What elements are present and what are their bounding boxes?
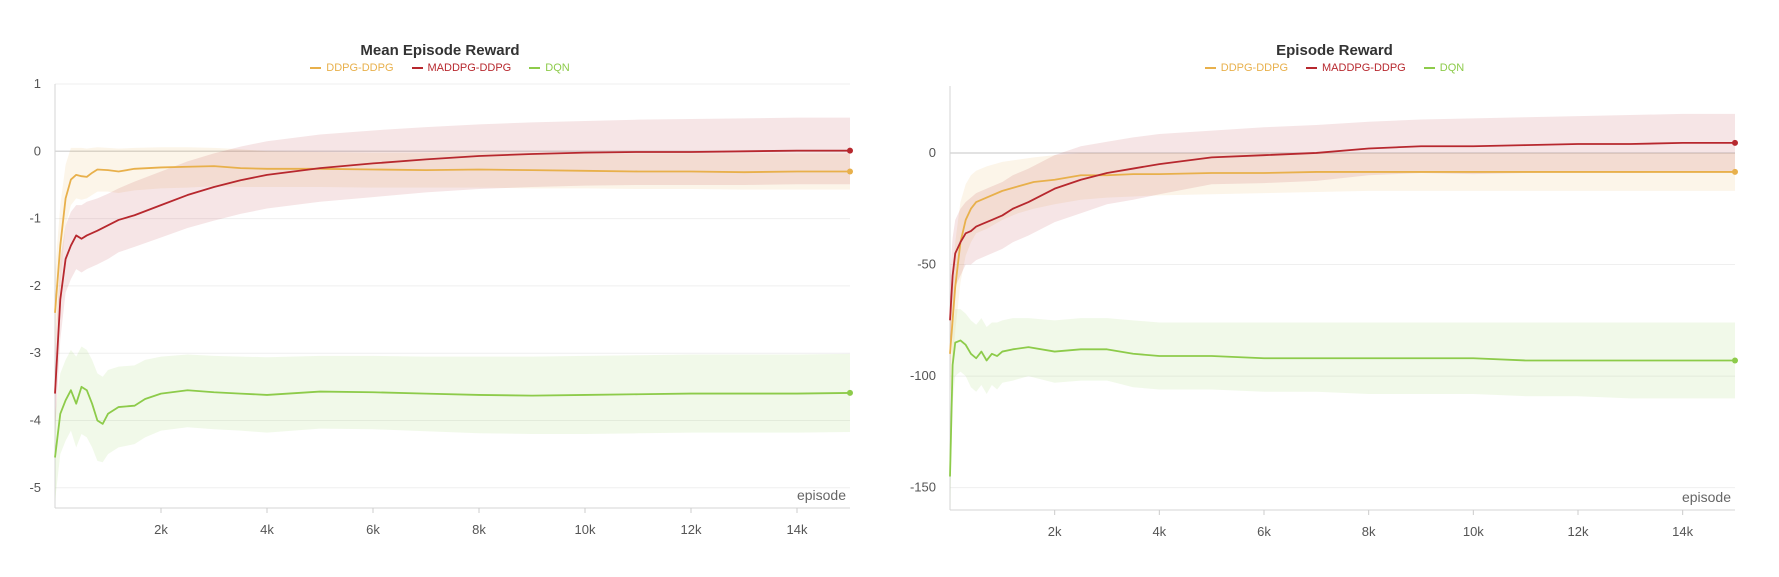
series-end-point-ddpg-ddpg xyxy=(847,168,853,175)
legend-item-dqn[interactable]: DQN xyxy=(529,62,570,74)
y-tick-label: -50 xyxy=(917,257,936,272)
x-tick-label: 4k xyxy=(1152,524,1166,539)
x-tick-label: 8k xyxy=(472,522,486,537)
x-tick-label: 6k xyxy=(1257,524,1271,539)
confidence-band-ddpg-ddpg xyxy=(55,147,850,354)
legend-swatch-dqn xyxy=(1423,67,1435,69)
legend-label-dqn: DQN xyxy=(545,62,570,74)
x-tick-label: 12k xyxy=(1568,524,1589,539)
confidence-band-maddpg-ddpg xyxy=(55,117,850,434)
x-tick-label: 8k xyxy=(1362,524,1376,539)
legend-item-ddpg-ddpg[interactable]: DDPG-DDPG xyxy=(310,62,394,74)
legend-label-ddpg-ddpg: DDPG-DDPG xyxy=(1220,62,1289,74)
legend-swatch-dqn xyxy=(529,67,541,69)
series-end-point-ddpg-ddpg xyxy=(1732,168,1738,175)
series-line-ddpg-ddpg xyxy=(949,171,1735,354)
chart-title: Episode Reward xyxy=(1276,42,1393,59)
chart-plot-svg: 1 0 -1 -2 -3 -4 -5 2k 4k 6k 8k 10k 12k 14k episode xyxy=(29,76,853,537)
chart-title: Mean Episode Reward xyxy=(360,42,520,59)
legend-label-dqn: DQN xyxy=(1439,62,1465,74)
x-tick-label: 6k xyxy=(366,522,380,537)
legend-item-maddpg-ddpg[interactable]: MADDPG-DDPG xyxy=(411,62,512,74)
confidence-band-ddpg-ddpg xyxy=(950,152,1735,399)
y-tick-label: -150 xyxy=(910,480,936,495)
series-end-point-dqn xyxy=(1732,357,1738,364)
x-tick-label: 2k xyxy=(154,522,168,537)
legend-item-ddpg-ddpg[interactable]: DDPG-DDPG xyxy=(1204,62,1289,74)
legend-item-dqn[interactable]: DQN xyxy=(1423,62,1465,74)
chart-legend: DDPG-DDPG MADDPG-DDPG DQN xyxy=(890,62,1779,74)
legend-label-maddpg-ddpg: MADDPG-DDPG xyxy=(427,62,512,74)
legend-label-maddpg-ddpg: MADDPG-DDPG xyxy=(1322,62,1406,74)
chart-panel-episode-reward: Episode Reward DDPG-DDPG MADDPG-DDPG DQN… xyxy=(890,0,1779,577)
x-tick-label: 4k xyxy=(260,522,274,537)
chart-legend: DDPG-DDPG MADDPG-DDPG DQN xyxy=(0,62,880,74)
x-axis-label: episode xyxy=(797,487,846,503)
y-tick-label: 1 xyxy=(34,76,41,91)
x-axis-label: episode xyxy=(1682,489,1731,505)
x-tick-label: 10k xyxy=(575,522,596,537)
legend-label-ddpg-ddpg: DDPG-DDPG xyxy=(326,62,394,74)
series-line-dqn xyxy=(949,339,1735,477)
y-tick-label: -3 xyxy=(29,345,41,360)
x-tick-label: 10k xyxy=(1463,524,1484,539)
x-tick-label: 12k xyxy=(681,522,702,537)
x-tick-label: 14k xyxy=(787,522,808,537)
series-line-dqn xyxy=(54,385,851,458)
y-tick-label: -5 xyxy=(29,480,41,495)
series-line-ddpg-ddpg xyxy=(54,165,850,313)
y-tick-label: -4 xyxy=(29,413,41,428)
x-tick-label: 2k xyxy=(1048,524,1062,539)
y-tick-label: -1 xyxy=(29,211,41,226)
chart-panel-mean-episode-reward: Mean Episode Reward DDPG-DDPG MADDPG-DDP… xyxy=(0,0,880,577)
series-line-maddpg-ddpg xyxy=(949,142,1735,321)
series-line-maddpg-ddpg xyxy=(54,149,850,394)
legend-swatch-maddpg-ddpg xyxy=(411,67,423,69)
legend-swatch-maddpg-ddpg xyxy=(1306,67,1318,69)
legend-swatch-ddpg-ddpg xyxy=(1204,67,1216,69)
y-tick-label: 0 xyxy=(929,145,936,160)
series-end-point-maddpg-ddpg xyxy=(847,147,853,154)
series-end-point-maddpg-ddpg xyxy=(1732,139,1738,146)
chart-plot-svg: 0 -50 -100 -150 2k 4k 6k 8k 10k 12k 14k episode xyxy=(910,86,1738,539)
x-tick-label: 14k xyxy=(1672,524,1693,539)
confidence-band-maddpg-ddpg xyxy=(950,113,1735,365)
legend-item-maddpg-ddpg[interactable]: MADDPG-DDPG xyxy=(1306,62,1406,74)
legend-swatch-ddpg-ddpg xyxy=(310,67,322,69)
y-tick-label: 0 xyxy=(34,143,41,158)
confidence-band-dqn xyxy=(950,309,1735,510)
series-end-point-dqn xyxy=(847,389,853,396)
y-tick-label: -2 xyxy=(29,278,41,293)
confidence-band-dqn xyxy=(55,346,850,502)
y-tick-label: -100 xyxy=(910,368,936,383)
